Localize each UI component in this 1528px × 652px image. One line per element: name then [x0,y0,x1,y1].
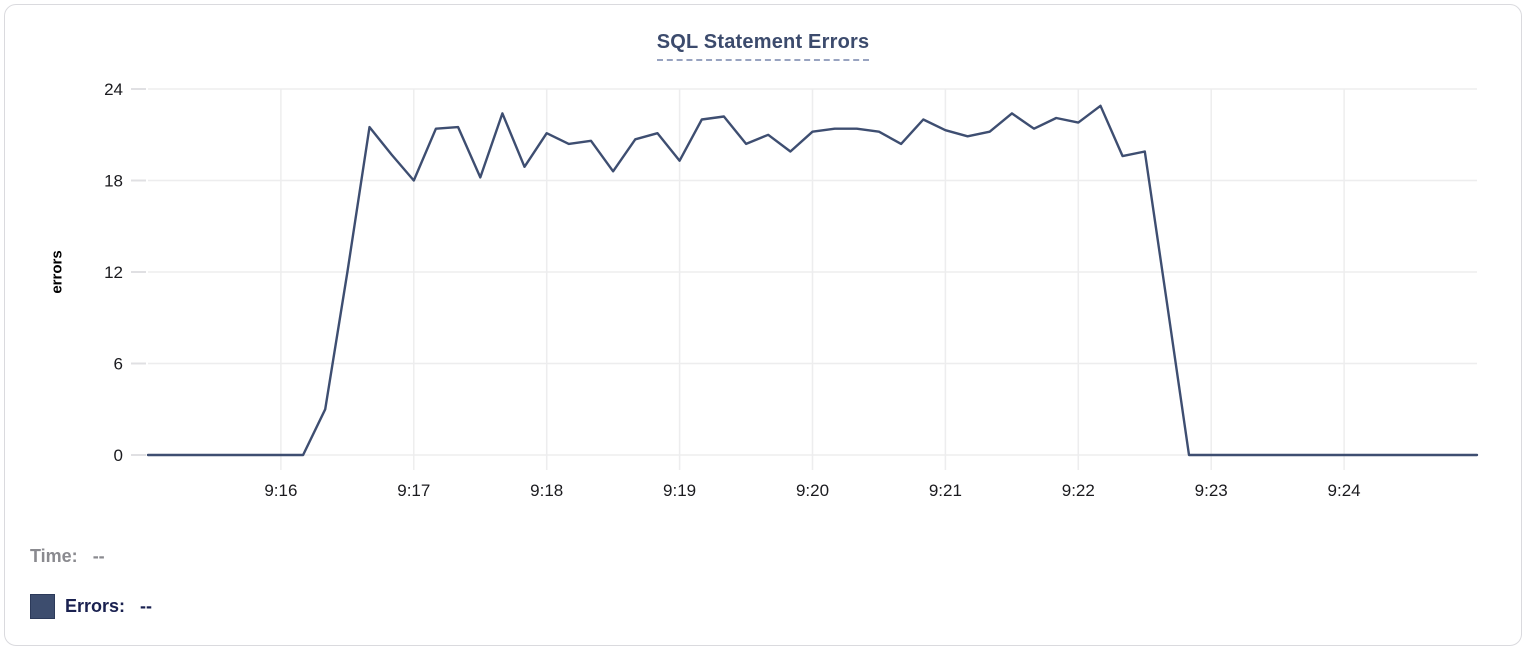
chart-card: SQL Statement Errors 0 6 12 18 24 9:16 9:17 9:1… [4,4,1522,646]
chart-header: SQL Statement Errors [5,31,1521,61]
tooltip-time-row: Time: -- [30,546,105,567]
errors-line-chart[interactable]: 0 6 12 18 24 9:16 9:17 9:18 9:19 9:20 9:21 9:22 9:23… [5,5,1522,517]
series-line-errors[interactable] [146,104,1479,457]
errors-label: Errors: [65,596,126,616]
series-lines [146,104,1479,457]
y-tick-labels: 0 6 12 18 24 [104,80,123,465]
y-tick-label: 18 [104,172,123,191]
x-tick-label: 9:20 [796,481,829,500]
x-tick-label: 9:22 [1062,481,1095,500]
x-tick-label: 9:24 [1328,481,1361,500]
x-tick-label: 9:17 [397,481,430,500]
y-tick-label: 12 [104,263,123,282]
y-gridlines [131,88,1477,456]
x-tick-label: 9:19 [663,481,696,500]
chart-title[interactable]: SQL Statement Errors [656,31,870,61]
time-label: Time: [30,546,78,566]
errors-legend-swatch [30,594,55,619]
x-tick-label: 9:23 [1195,481,1228,500]
y-tick-label: 0 [114,446,123,465]
x-tick-label: 9:18 [530,481,563,500]
x-tick-labels: 9:16 9:17 9:18 9:19 9:20 9:21 9:22 9:23 9:24 [264,481,1360,500]
x-tick-label: 9:16 [264,481,297,500]
y-tick-label: 6 [114,355,123,374]
y-tick-label: 24 [104,80,123,99]
y-axis-title: errors [48,250,66,294]
x-gridlines [280,89,1345,470]
tooltip-errors-row: Errors: -- [30,594,152,619]
x-tick-label: 9:21 [929,481,962,500]
errors-value: -- [140,596,153,616]
time-value: -- [92,546,105,566]
